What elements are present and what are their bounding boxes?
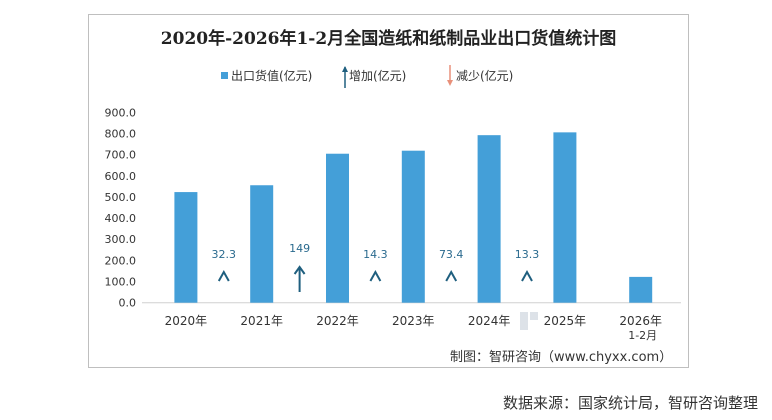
change-label: 149 [289, 242, 310, 255]
arrow-up-icon [369, 269, 382, 282]
y-tick-label: 900.0 [105, 106, 137, 119]
x-tick-label: 2022年 [316, 314, 359, 328]
arrow-up-icon [521, 269, 533, 282]
legend-label: 减少(亿元) [456, 68, 513, 83]
legend-arrow-down-head [447, 80, 453, 86]
x-tick-label: 2025年 [544, 314, 587, 328]
change-label: 14.3 [363, 248, 388, 261]
change-label: 73.4 [439, 248, 464, 261]
arrow-up-icon [217, 269, 230, 282]
chart-credit: 制图：智研咨询（www.chyxx.com） [450, 350, 673, 365]
y-tick-label: 0.0 [119, 297, 137, 310]
bar-1 [250, 185, 274, 303]
x-tick-label: 1-2月 [628, 329, 657, 342]
watermark-logo-part [530, 312, 538, 320]
x-tick-label: 2020年 [165, 314, 208, 328]
x-tick-label: 2026年 [619, 314, 662, 328]
change-label: 13.3 [515, 248, 540, 261]
bar-5 [553, 132, 577, 303]
legend-square-icon [221, 72, 228, 79]
y-tick-label: 500.0 [105, 191, 137, 204]
chart-title: 2020年-2026年1-2月全国造纸和纸制品业出口货值统计图 [160, 29, 617, 49]
bar-3 [401, 150, 425, 303]
watermark-logo [520, 312, 528, 330]
legend-label: 出口货值(亿元) [231, 68, 312, 83]
chart-frame [88, 14, 689, 368]
arrow-up-icon [445, 269, 458, 282]
y-tick-label: 100.0 [105, 276, 137, 289]
arrow-up-icon [293, 265, 306, 275]
x-tick-label: 2023年 [392, 314, 435, 328]
legend-label: 增加(亿元) [349, 68, 406, 83]
bar-4 [477, 135, 501, 303]
bar-6 [629, 276, 653, 303]
legend-arrow-up-head [342, 66, 348, 72]
y-tick-label: 200.0 [105, 254, 137, 267]
y-tick-label: 300.0 [105, 233, 137, 246]
x-tick-label: 2021年 [240, 314, 283, 328]
y-tick-label: 600.0 [105, 170, 137, 183]
y-tick-label: 700.0 [105, 149, 137, 162]
y-tick-label: 800.0 [105, 127, 137, 140]
y-tick-label: 400.0 [105, 212, 137, 225]
data-source: 数据来源：国家统计局，智研咨询整理 [502, 394, 758, 412]
x-tick-label: 2024年 [468, 314, 511, 328]
change-label: 32.3 [212, 248, 237, 261]
bar-0 [174, 192, 198, 303]
bar-2 [326, 153, 349, 303]
